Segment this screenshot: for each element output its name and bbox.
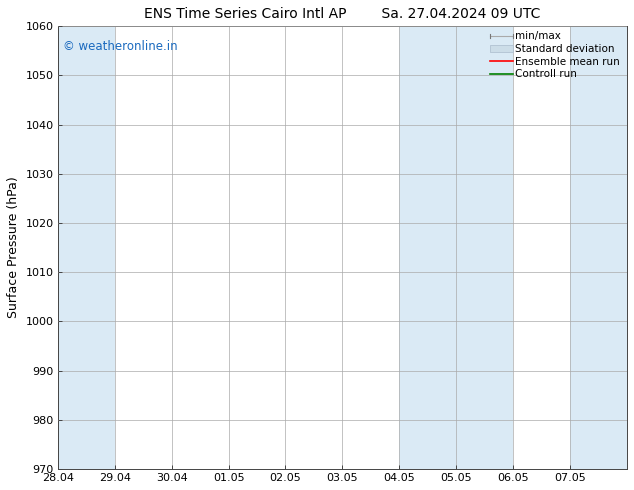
Title: ENS Time Series Cairo Intl AP        Sa. 27.04.2024 09 UTC: ENS Time Series Cairo Intl AP Sa. 27.04.… [145, 7, 541, 21]
Legend: min/max, Standard deviation, Ensemble mean run, Controll run: min/max, Standard deviation, Ensemble me… [487, 28, 625, 82]
Bar [58, 26, 115, 469]
Bar [399, 26, 513, 469]
Bar [570, 26, 627, 469]
Text: © weatheronline.in: © weatheronline.in [63, 40, 178, 52]
Y-axis label: Surface Pressure (hPa): Surface Pressure (hPa) [7, 177, 20, 318]
